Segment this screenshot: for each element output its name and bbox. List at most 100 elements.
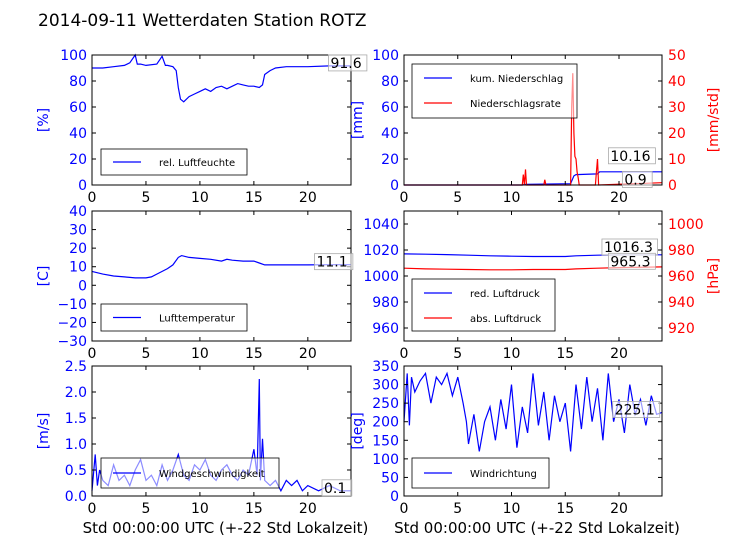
annotation-box xyxy=(608,252,656,270)
y2-tick-label: 10 xyxy=(668,152,686,168)
y-tick-label: 2.0 xyxy=(65,385,87,401)
y-tick-label: 1000 xyxy=(363,269,399,285)
y-tick-label: 100 xyxy=(60,48,87,64)
y-tick-label: 1020 xyxy=(363,243,399,259)
y-tick-label: 1040 xyxy=(363,217,399,233)
y2-tick-label: 1000 xyxy=(668,217,704,233)
y-tick-label: 80 xyxy=(69,74,87,90)
x-tick-label: 20 xyxy=(610,346,628,362)
y2-tick-label: 40 xyxy=(668,74,686,90)
y-tick-label: 0 xyxy=(390,178,399,194)
y2-tick-label: 980 xyxy=(668,243,695,259)
x-tick-label: 0 xyxy=(88,346,97,362)
x-tick-label: 5 xyxy=(453,190,462,206)
x-tick-label: 5 xyxy=(453,501,462,517)
x-tick-label: 20 xyxy=(299,346,317,362)
y2-tick-label: 20 xyxy=(668,126,686,142)
y-tick-label: 100 xyxy=(372,452,399,468)
y-tick-label: 20 xyxy=(69,152,87,168)
y-tick-label: 40 xyxy=(69,126,87,142)
y-tick-label: 300 xyxy=(372,378,399,394)
y-tick-label: 0.0 xyxy=(65,489,87,505)
plot-frame xyxy=(91,210,352,342)
legend-label: abs. Luftdruck xyxy=(470,314,541,325)
y2-tick-label: 30 xyxy=(668,100,686,116)
y-tick-label: 960 xyxy=(372,321,399,337)
annotation-value: 11.1 xyxy=(316,255,347,271)
plot-frame xyxy=(403,54,663,186)
y-tick-label: 350 xyxy=(372,359,399,375)
annotation-value: 225.1 xyxy=(615,402,655,418)
y2-tick-label: 920 xyxy=(668,321,695,337)
x-tick-label: 10 xyxy=(503,346,521,362)
chart-humidity: 0 5 10 15 20 0 20 40 60 80 100 [%] rel. Luftfeuchte 9… xyxy=(36,48,368,206)
x-tick-label: 5 xyxy=(453,346,462,362)
series-line-temperature-0 xyxy=(91,254,351,279)
annotation-value: 965.3 xyxy=(610,254,650,270)
y-tick-label: 50 xyxy=(381,470,399,486)
y-tick-label: 250 xyxy=(372,396,399,412)
y-tick-label: 0 xyxy=(390,489,399,505)
y-tick-label: 0 xyxy=(78,278,87,294)
x-tick-label: 15 xyxy=(556,190,574,206)
y-tick-label: 40 xyxy=(69,204,87,220)
x-tick-label: 0 xyxy=(88,190,97,206)
series-line-pressure-1 xyxy=(403,266,663,271)
legend-box xyxy=(411,63,578,119)
plot-frame xyxy=(91,365,352,497)
x-tick-label: 20 xyxy=(610,501,628,517)
y-axis-label: [%] xyxy=(36,108,52,132)
y-tick-label: 60 xyxy=(381,100,399,116)
legend-label: rel. Luftfeuchte xyxy=(159,158,235,169)
legend-label: Windgeschwindigkeit xyxy=(159,469,265,480)
chart-wind-speed: 0 5 10 15 20 0.0 0.5 1.0 1.5 2.0 2.5 [m/s] Std 00:00… xyxy=(36,359,368,537)
figure-title: 2014-09-11 Wetterdaten Station ROTZ xyxy=(38,11,367,31)
y-tick-label: 20 xyxy=(69,241,87,257)
annotation-box xyxy=(321,479,353,497)
x-tick-label: 15 xyxy=(245,501,263,517)
chart-precipitation: 0 5 10 15 20 0 20 40 60 80 100 0 10 20 30 40 50 [mm] [mm/s… xyxy=(350,48,722,206)
y2-tick-label: 940 xyxy=(668,295,695,311)
plot-frame xyxy=(91,54,352,186)
legend-label: Windrichtung xyxy=(470,469,537,480)
x-tick-label: 0 xyxy=(400,190,409,206)
x-tick-label: 15 xyxy=(245,346,263,362)
y2-axis-label: [mm/std] xyxy=(706,88,722,153)
legend-label: Niederschlagsrate xyxy=(470,99,561,110)
y-tick-label: 100 xyxy=(372,48,399,64)
plot-frame xyxy=(403,365,663,497)
x-tick-label: 15 xyxy=(556,346,574,362)
x-tick-label: 20 xyxy=(610,190,628,206)
y-tick-label: 1.0 xyxy=(65,437,87,453)
y-axis-label: [deg] xyxy=(350,412,366,449)
y2-tick-label: 50 xyxy=(668,48,686,64)
legend-label: kum. Niederschlag xyxy=(470,74,563,85)
chart-pressure: 0 5 10 15 20 960 980 1000 1020 1040 920 940 960 980 10… xyxy=(363,210,722,362)
x-tick-label: 0 xyxy=(400,501,409,517)
x-tick-label: 10 xyxy=(191,346,209,362)
x-tick-label: 5 xyxy=(141,346,150,362)
y-axis-label: [m/s] xyxy=(36,413,52,450)
series-line-humidity-0 xyxy=(92,53,351,103)
x-tick-label: 0 xyxy=(400,346,409,362)
annotation-value: 10.16 xyxy=(610,149,650,165)
x-tick-label: 10 xyxy=(191,190,209,206)
annotation-value: 0.1 xyxy=(324,481,346,497)
y-tick-label: 0 xyxy=(78,178,87,194)
annotation-box xyxy=(621,170,653,188)
x-tick-label: 10 xyxy=(191,501,209,517)
annotation-value: 1016.3 xyxy=(604,240,653,256)
y2-tick-label: 960 xyxy=(668,269,695,285)
x-tick-label: 15 xyxy=(245,190,263,206)
x-tick-label: 10 xyxy=(503,501,521,517)
annotation-value: 91.6 xyxy=(330,56,361,72)
legend-label: Lufttemperatur xyxy=(159,314,236,325)
annotation-box xyxy=(314,253,354,271)
x-axis-label: Std 00:00:00 UTC (+-22 Std Lokalzeit) xyxy=(394,519,680,537)
y-tick-label: 10 xyxy=(69,260,87,276)
annotation-box xyxy=(608,147,656,165)
annotation-box xyxy=(612,401,661,418)
x-axis-label: Std 00:00:00 UTC (+-22 Std Lokalzeit) xyxy=(83,519,369,537)
